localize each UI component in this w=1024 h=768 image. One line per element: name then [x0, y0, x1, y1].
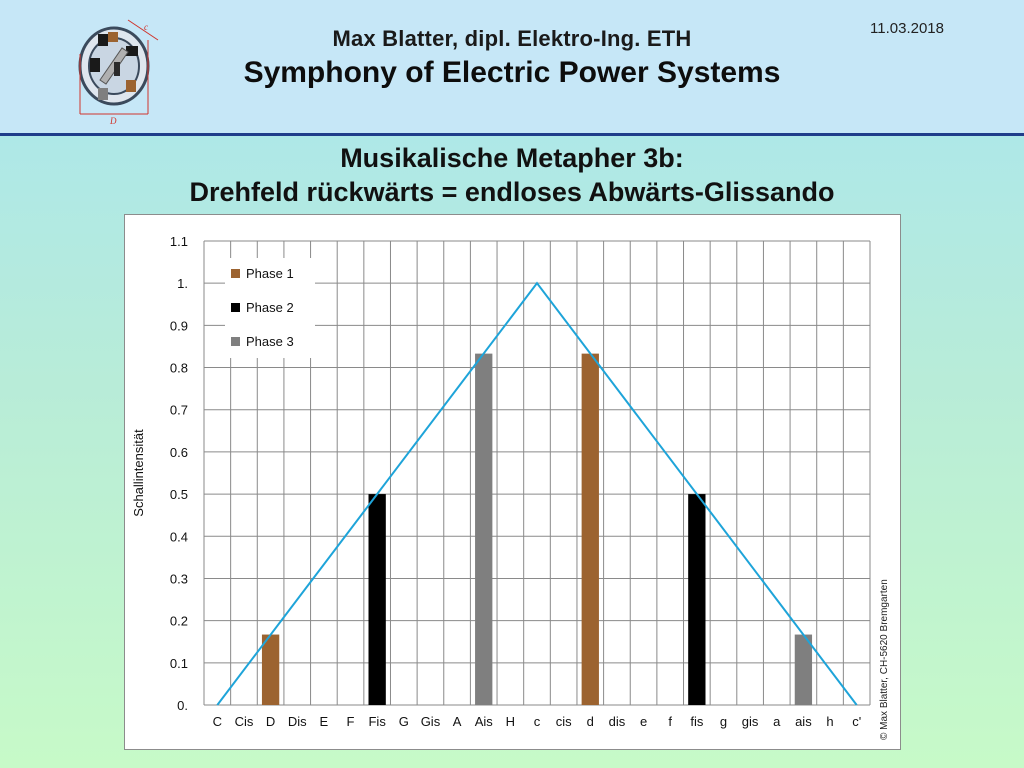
y-tick-label: 0. — [177, 698, 188, 713]
x-tick-label: A — [453, 714, 462, 729]
x-tick-label: c — [534, 714, 541, 729]
slide-date: 11.03.2018 — [870, 20, 944, 37]
x-tick-label: fis — [690, 714, 704, 729]
bar-phase-2 — [368, 494, 386, 705]
x-tick-label: g — [720, 714, 727, 729]
x-tick-label: ais — [795, 714, 812, 729]
x-tick-label: Cis — [235, 714, 254, 729]
x-tick-label: Fis — [368, 714, 386, 729]
author-name: Max Blatter, dipl. Elektro-Ing. ETH — [332, 26, 692, 51]
x-tick-label: F — [347, 714, 355, 729]
x-tick-label: H — [506, 714, 515, 729]
bar-phase-1 — [581, 353, 599, 705]
legend-label-phase-2: Phase 2 — [246, 300, 294, 315]
envelope-line — [216, 281, 858, 706]
y-tick-label: 0.6 — [170, 445, 188, 460]
x-tick-label: Ais — [475, 714, 494, 729]
bar-phase-3 — [475, 353, 493, 705]
y-axis-label: Schallintensität — [131, 429, 146, 517]
glissando-chart: 0. 0.1 0.2 0.3 0.4 0.5 0.6 0.7 0.8 0.9 1. 1.1 C Cis D D… — [131, 234, 871, 729]
slide-title-line-1: Musikalische Metapher 3b: — [340, 143, 684, 173]
x-tick-label: G — [399, 714, 409, 729]
x-tick-label: D — [266, 714, 275, 729]
x-tick-label: cis — [556, 714, 572, 729]
slide-title-line-2: Drehfeld rückwärts = endloses Abwärts-Gl… — [189, 177, 835, 207]
x-tick-label: h — [826, 714, 833, 729]
y-tick-label: 1.1 — [170, 234, 188, 249]
y-tick-label: 0.5 — [170, 487, 188, 502]
logo-label-bottom: D — [109, 116, 117, 126]
x-tick-label: Gis — [421, 714, 441, 729]
y-tick-label: 0.4 — [170, 529, 188, 544]
x-tick-label: c' — [852, 714, 861, 729]
logo-label-top: c — [144, 22, 148, 32]
bar-phase-2 — [688, 494, 706, 705]
x-tick-label: Dis — [288, 714, 307, 729]
course-title: Symphony of Electric Power Systems — [243, 56, 781, 89]
x-tick-label: e — [640, 714, 647, 729]
slide-title: Musikalische Metapher 3b: Drehfeld rückw… — [0, 141, 1024, 209]
y-tick-label: 0.2 — [170, 614, 188, 629]
y-tick-label: 0.7 — [170, 403, 188, 418]
bar-phase-3 — [794, 634, 813, 705]
legend-label-phase-3: Phase 3 — [246, 334, 294, 349]
y-tick-label: 0.1 — [170, 656, 188, 671]
y-tick-label: 0.8 — [170, 361, 188, 376]
x-tick-label: a — [773, 714, 781, 729]
x-tick-label: C — [213, 714, 222, 729]
y-tick-label: 0.3 — [170, 571, 188, 586]
slide-header: c D Max Blatter, dipl. Elektro-Ing. ETH … — [0, 0, 1024, 136]
legend-label-phase-1: Phase 1 — [246, 266, 294, 281]
x-tick-label: E — [320, 714, 329, 729]
motor-cross-section-icon: c D — [78, 19, 159, 126]
x-tick-label: dis — [609, 714, 626, 729]
copyright-note: © Max Blatter, CH-5620 Bremgarten — [879, 579, 890, 740]
chart-container: 0. 0.1 0.2 0.3 0.4 0.5 0.6 0.7 0.8 0.9 1. 1.1 C Cis D D… — [124, 214, 901, 750]
bar-phase-1 — [261, 634, 280, 705]
x-tick-label: gis — [742, 714, 759, 729]
x-tick-label: d — [587, 714, 594, 729]
y-tick-label: 0.9 — [170, 318, 188, 333]
legend-swatch-phase-2 — [231, 303, 240, 312]
legend-swatch-phase-3 — [231, 337, 240, 346]
x-tick-label: f — [668, 714, 672, 729]
legend-swatch-phase-1 — [231, 269, 240, 278]
y-tick-label: 1. — [177, 276, 188, 291]
